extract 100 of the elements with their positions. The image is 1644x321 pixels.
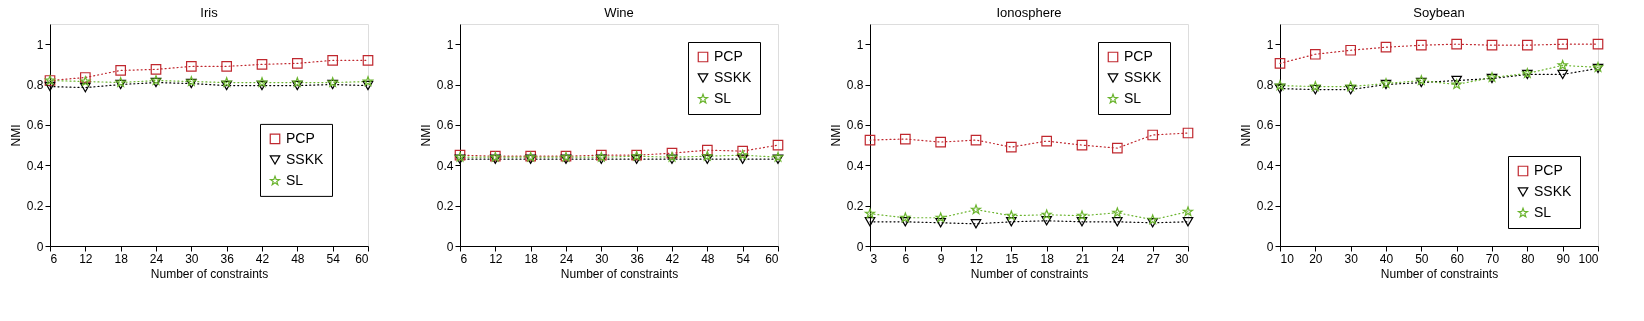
x-axis-title: Number of constraints	[1380, 266, 1499, 281]
legend-label: SL	[1124, 90, 1142, 106]
x-tick-label: 90	[1556, 251, 1571, 266]
y-tick-label: 0.6	[846, 118, 864, 133]
point	[1006, 210, 1017, 221]
point	[221, 61, 233, 72]
point	[1309, 48, 1321, 60]
x-tick-label: 80	[1521, 251, 1535, 266]
y-tick-label: 1	[1266, 37, 1274, 52]
x-tick-label: 36	[220, 251, 235, 266]
point	[970, 219, 982, 229]
y-tick-label: 0.4	[436, 158, 454, 173]
point	[1557, 60, 1568, 70]
point	[1147, 129, 1159, 141]
y-axis-title: NMI	[1238, 124, 1253, 147]
point	[1041, 135, 1053, 147]
point	[631, 154, 643, 164]
y-tick-label: 0.4	[26, 158, 44, 173]
point	[44, 81, 56, 92]
x-tick-label: 42	[665, 251, 680, 266]
point	[1592, 38, 1604, 50]
chart-title: Soybean	[1413, 5, 1465, 20]
x-tick-label: 24	[1111, 251, 1125, 266]
y-tick-label: 0.2	[846, 199, 864, 214]
point	[935, 212, 946, 223]
point	[1451, 75, 1463, 86]
point	[221, 77, 232, 87]
point	[1345, 44, 1357, 56]
chart-title: Iris	[200, 5, 219, 20]
x-tick-label: 40	[1379, 251, 1394, 266]
point	[737, 149, 748, 160]
point	[1274, 80, 1286, 90]
y-tick-label: 0.6	[1256, 118, 1274, 133]
point	[1521, 39, 1533, 51]
x-tick-label: 30	[1344, 251, 1359, 266]
point	[1274, 83, 1286, 94]
y-tick-label: 1	[36, 37, 44, 52]
y-tick-label: 0.2	[436, 199, 454, 214]
x-tick-label: 27	[1146, 251, 1161, 266]
x-tick-label: 30	[1175, 251, 1189, 266]
point	[291, 58, 303, 69]
point	[1182, 217, 1194, 227]
y-tick-label: 1	[856, 37, 864, 52]
legend-label: SSKK	[714, 69, 753, 85]
point	[79, 72, 91, 83]
point	[970, 204, 982, 215]
point	[1182, 127, 1194, 139]
y-tick-label: 0.8	[26, 78, 44, 93]
y-tick-label: 1	[446, 37, 454, 52]
point	[1076, 139, 1088, 151]
point	[362, 80, 374, 91]
point	[221, 80, 233, 91]
point	[1274, 58, 1286, 69]
point	[737, 145, 749, 157]
point	[1076, 210, 1088, 221]
point	[935, 218, 947, 228]
legend-label: PCP	[286, 129, 315, 146]
x-axis-title: Number of constraints	[150, 266, 269, 281]
point	[1076, 217, 1088, 227]
y-tick-label: 0.6	[436, 118, 454, 133]
y-tick-label: 0.4	[846, 158, 864, 173]
point	[1486, 39, 1498, 51]
point	[256, 59, 268, 70]
x-tick-label: 60	[355, 251, 369, 266]
point	[1451, 38, 1463, 50]
x-tick-label: 10	[1280, 251, 1295, 266]
y-tick-label: 0.4	[1256, 158, 1274, 173]
x-tick-label: 54	[326, 251, 341, 266]
point	[666, 147, 678, 159]
point	[256, 77, 268, 87]
x-tick-label: 12	[489, 251, 503, 266]
point	[79, 82, 91, 93]
y-tick-label: 0.8	[846, 78, 864, 93]
y-tick-label: 0	[446, 239, 454, 254]
x-tick-label: 12	[79, 251, 93, 266]
point	[737, 154, 749, 164]
point	[1111, 142, 1123, 154]
y-tick-label: 0	[36, 239, 44, 254]
point	[115, 65, 127, 76]
x-tick-label: 6	[460, 251, 468, 266]
legend-label: PCP	[1124, 48, 1153, 64]
x-tick-label: 3	[870, 251, 878, 266]
point	[256, 80, 268, 91]
chart-title: Wine	[604, 5, 634, 20]
point	[1557, 38, 1569, 50]
point	[362, 76, 374, 86]
x-tick-label: 60	[765, 251, 779, 266]
point	[1147, 214, 1158, 225]
point	[899, 133, 911, 145]
x-tick-label: 24	[559, 251, 574, 266]
x-tick-label: 70	[1485, 251, 1500, 266]
point	[899, 217, 911, 227]
point	[900, 212, 911, 223]
point	[701, 144, 713, 156]
x-axis-title: Number of constraints	[560, 266, 679, 281]
legend-label: SL	[714, 90, 732, 106]
y-axis-title: NMI	[828, 124, 843, 147]
point	[1041, 216, 1053, 226]
point	[1557, 69, 1569, 80]
y-tick-label: 0.6	[26, 118, 44, 133]
